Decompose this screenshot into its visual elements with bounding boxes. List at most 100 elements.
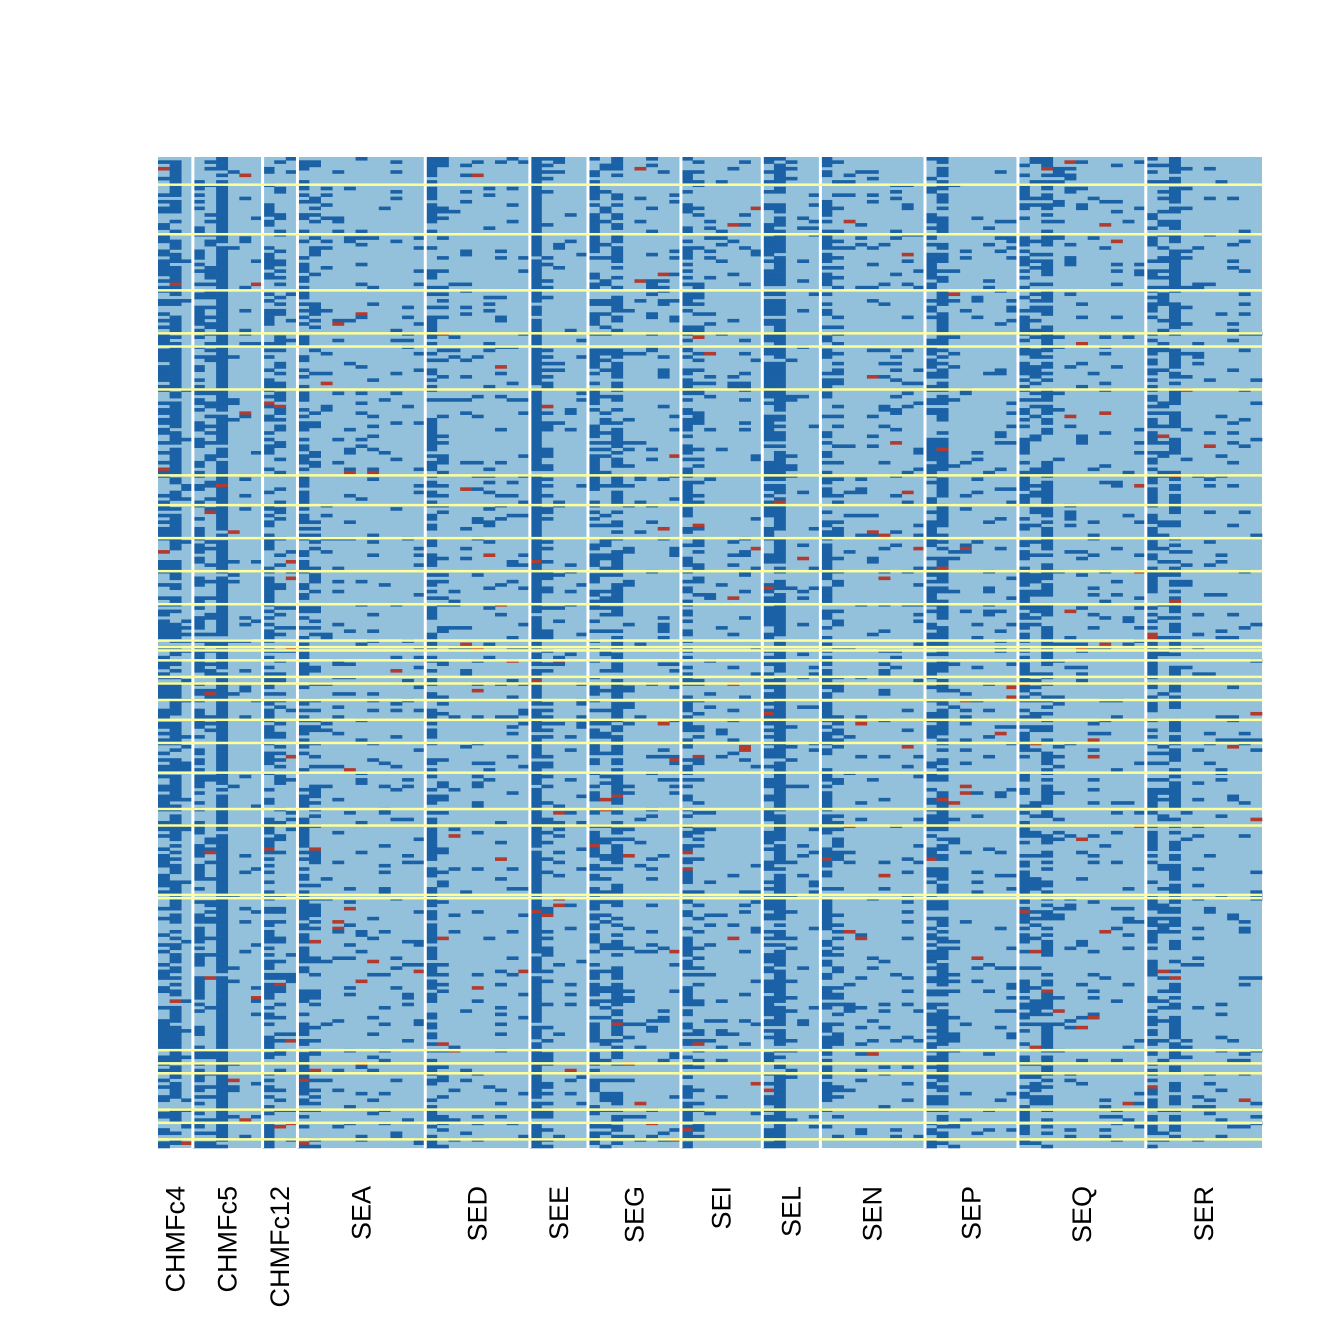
heatmap-cell <box>297 890 310 894</box>
heatmap-cell <box>680 526 693 531</box>
heatmap-cell <box>692 526 705 531</box>
heatmap-cell <box>866 434 879 439</box>
heatmap-cell <box>762 470 775 475</box>
heatmap-cell <box>657 302 670 306</box>
heatmap-cell <box>158 854 170 858</box>
heatmap-cell <box>936 451 949 455</box>
heatmap-cell <box>832 1085 844 1089</box>
heatmap-cell <box>773 1019 786 1023</box>
heatmap-cell <box>762 1012 775 1017</box>
heatmap-cell <box>262 1128 275 1132</box>
heatmap-cell <box>924 226 937 230</box>
heatmap-cell <box>936 708 949 713</box>
heatmap-cell <box>680 867 693 871</box>
heatmap-cell <box>367 629 380 633</box>
heatmap-cell <box>320 308 333 313</box>
heatmap-cell <box>309 903 321 908</box>
heatmap-cell <box>169 170 182 174</box>
heatmap-cell <box>692 1124 705 1129</box>
heatmap-cell <box>599 857 612 861</box>
heatmap-cell <box>216 163 229 168</box>
heatmap-cell <box>901 1098 914 1103</box>
heatmap-cell <box>169 378 182 382</box>
heatmap-cell <box>192 305 205 310</box>
heatmap-cell <box>773 715 786 719</box>
heatmap-cell <box>262 735 275 739</box>
heatmap-cell <box>680 589 693 594</box>
heatmap-cell <box>936 338 949 343</box>
heatmap-cell <box>309 540 321 544</box>
heatmap-cell <box>773 867 786 871</box>
heatmap-cell <box>936 157 949 161</box>
heatmap-cell <box>611 166 624 171</box>
heatmap-cell <box>192 1111 205 1116</box>
heatmap-cell <box>773 361 786 366</box>
heatmap-cell <box>297 834 310 838</box>
heatmap-cell <box>622 550 635 554</box>
heatmap-cell <box>460 890 473 894</box>
heatmap-cell <box>622 705 635 709</box>
heatmap-cell <box>216 616 229 620</box>
heatmap-cell <box>762 764 775 769</box>
heatmap-cell <box>192 355 205 359</box>
heatmap-cell <box>820 768 833 772</box>
heatmap-cell <box>413 467 426 472</box>
heatmap-cell <box>192 464 205 468</box>
heatmap-cell <box>773 272 786 277</box>
heatmap-cell <box>750 252 763 257</box>
heatmap-cell <box>541 404 554 409</box>
heatmap-cell <box>692 761 705 766</box>
heatmap-cell <box>820 477 833 482</box>
heatmap-cell <box>936 256 949 260</box>
heatmap-cell <box>924 457 937 462</box>
heatmap-cell <box>773 685 786 690</box>
heatmap-cell <box>204 213 217 217</box>
heatmap-cell <box>158 262 170 267</box>
heatmap-cell <box>715 242 728 247</box>
heatmap-cell <box>634 840 647 845</box>
heatmap-cell <box>262 906 275 911</box>
heatmap-cell <box>820 203 833 207</box>
heatmap-cell <box>541 830 554 835</box>
heatmap-cell <box>192 774 205 779</box>
heatmap-cell <box>680 513 693 518</box>
heatmap-cell <box>587 1032 600 1036</box>
heatmap-cell <box>158 566 170 571</box>
heatmap-cell <box>936 401 949 406</box>
heatmap-cell <box>820 219 833 224</box>
heatmap-cell <box>832 814 844 818</box>
heatmap-cell <box>169 989 182 994</box>
heatmap-cell <box>169 299 182 303</box>
heatmap-cell <box>820 857 833 861</box>
heatmap-cell <box>832 193 844 197</box>
heatmap-cell <box>692 758 705 762</box>
heatmap-cell <box>611 943 624 947</box>
heatmap-cell <box>936 361 949 366</box>
heatmap-cell <box>680 778 693 782</box>
heatmap-cell <box>204 424 217 429</box>
heatmap-cell <box>216 688 229 693</box>
heatmap-cell <box>773 540 786 544</box>
heatmap-cell <box>762 834 775 838</box>
heatmap-cell <box>773 510 786 515</box>
heatmap-cell <box>564 992 577 997</box>
heatmap-cell <box>343 239 356 244</box>
heatmap-cell <box>262 622 275 627</box>
heatmap-cell <box>216 1038 229 1043</box>
heatmap-cell <box>158 751 170 756</box>
heatmap-cell <box>924 315 937 320</box>
heatmap-cell <box>913 381 926 386</box>
heatmap-cell <box>587 190 600 194</box>
heatmap-cell <box>169 768 182 772</box>
heatmap-cell <box>541 447 554 452</box>
heatmap-cell <box>169 632 182 637</box>
heatmap-cell <box>622 946 635 951</box>
heatmap-cell <box>773 956 786 961</box>
heatmap-cell <box>216 1134 229 1139</box>
heatmap-cell <box>158 451 170 455</box>
heatmap-cell <box>367 1068 380 1073</box>
heatmap-cell <box>692 480 705 485</box>
heatmap-cell <box>541 857 554 861</box>
heatmap-cell <box>192 996 205 1000</box>
heatmap-cell <box>611 867 624 871</box>
